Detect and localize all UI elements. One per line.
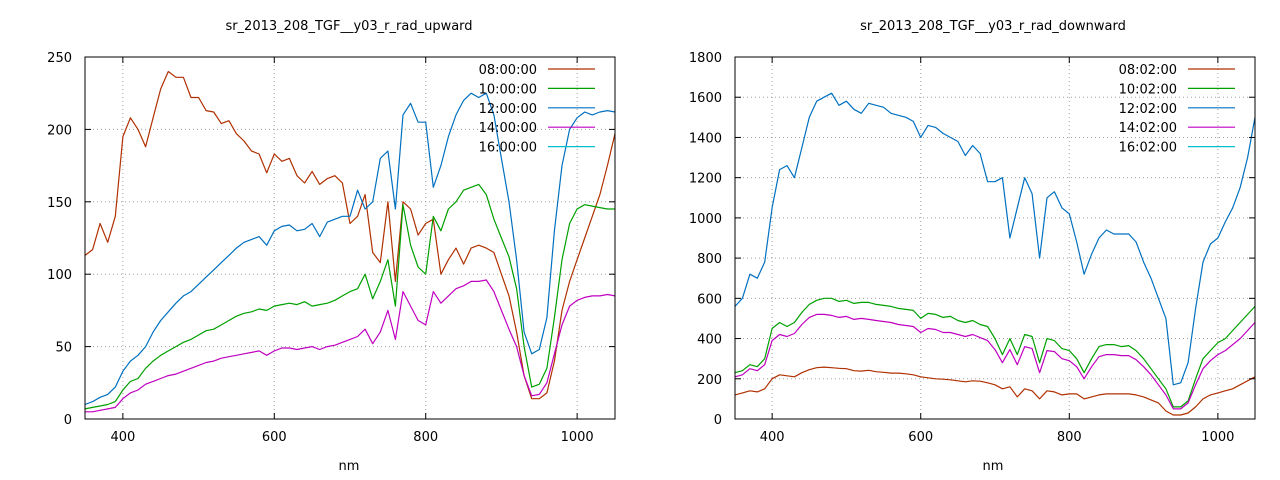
legend-label: 12:00:00 bbox=[479, 102, 537, 117]
y-tick-label: 0 bbox=[64, 413, 72, 428]
series-line bbox=[734, 92, 1256, 386]
legend-label: 10:00:00 bbox=[479, 82, 537, 97]
y-tick-label: 200 bbox=[697, 373, 722, 388]
y-tick-label: 1200 bbox=[689, 172, 722, 187]
plot-frame bbox=[84, 56, 616, 420]
x-tick-label: 400 bbox=[110, 430, 135, 445]
series-line bbox=[734, 297, 1256, 408]
x-tick-label: 1000 bbox=[1201, 430, 1234, 445]
chart-title: sr_2013_208_TGF__y03_r_rad_upward bbox=[225, 19, 472, 34]
chart-upward: sr_2013_208_TGF__y03_r_rad_upward nm 400… bbox=[47, 19, 616, 474]
legend-label: 14:00:00 bbox=[479, 121, 537, 136]
y-tick-label: 50 bbox=[55, 341, 72, 356]
series-line bbox=[734, 313, 1256, 410]
x-tick-label: 1000 bbox=[561, 430, 594, 445]
y-tick-label: 100 bbox=[47, 268, 72, 283]
legend-label: 08:00:00 bbox=[479, 63, 537, 78]
legend: 08:00:00 10:00:00 12:00:00 14:00:00 16:00:00 bbox=[479, 63, 595, 156]
series-line bbox=[84, 92, 616, 406]
y-tick-label: 600 bbox=[697, 292, 722, 307]
series-line bbox=[85, 279, 616, 413]
chart-downward: sr_2013_208_TGF__y03_r_rad_downward nm 4… bbox=[689, 19, 1256, 474]
y-tick-label: 250 bbox=[47, 51, 72, 66]
x-tick-label: 600 bbox=[908, 430, 933, 445]
y-tick-label: 1600 bbox=[689, 91, 722, 106]
y-tick-label: 200 bbox=[47, 123, 72, 138]
chart-title: sr_2013_208_TGF__y03_r_rad_downward bbox=[860, 19, 1126, 34]
legend: 08:02:00 10:02:00 12:02:00 14:02:00 16:02:00 bbox=[1119, 63, 1235, 156]
legend-label: 14:02:00 bbox=[1119, 121, 1177, 136]
y-tick-label: 150 bbox=[47, 196, 72, 211]
legend-label: 16:02:00 bbox=[1119, 141, 1177, 156]
x-tick-label: 800 bbox=[413, 430, 438, 445]
y-tick-label: 400 bbox=[697, 333, 722, 348]
x-tick-label: 400 bbox=[760, 430, 785, 445]
legend-label: 10:02:00 bbox=[1119, 82, 1177, 97]
x-tick-label: 800 bbox=[1057, 430, 1082, 445]
y-tick-label: 800 bbox=[697, 252, 722, 267]
legend-label: 12:02:00 bbox=[1119, 102, 1177, 117]
x-axis-label: nm bbox=[983, 459, 1004, 474]
legend-label: 08:02:00 bbox=[1119, 63, 1177, 78]
legend-label: 16:00:00 bbox=[479, 141, 537, 156]
x-axis-label: nm bbox=[339, 459, 360, 474]
y-tick-label: 1400 bbox=[689, 131, 722, 146]
y-tick-label: 1800 bbox=[689, 51, 722, 66]
x-tick-label: 600 bbox=[262, 430, 287, 445]
plot-frame bbox=[734, 56, 1256, 420]
y-tick-label: 0 bbox=[714, 413, 722, 428]
series-line bbox=[84, 183, 615, 410]
series-line bbox=[734, 366, 1256, 416]
y-tick-label: 1000 bbox=[689, 212, 722, 227]
